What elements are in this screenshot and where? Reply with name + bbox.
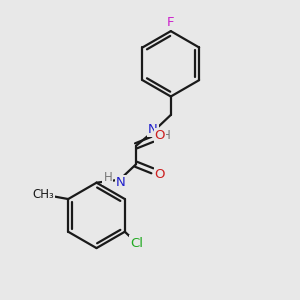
- Text: CH₃: CH₃: [33, 188, 54, 201]
- Text: O: O: [154, 168, 165, 181]
- Text: H: H: [161, 129, 170, 142]
- Text: F: F: [167, 16, 175, 29]
- Text: Cl: Cl: [130, 236, 143, 250]
- Text: H: H: [103, 171, 112, 184]
- Text: N: N: [148, 123, 158, 136]
- Text: N: N: [116, 176, 126, 189]
- Text: O: O: [154, 129, 165, 142]
